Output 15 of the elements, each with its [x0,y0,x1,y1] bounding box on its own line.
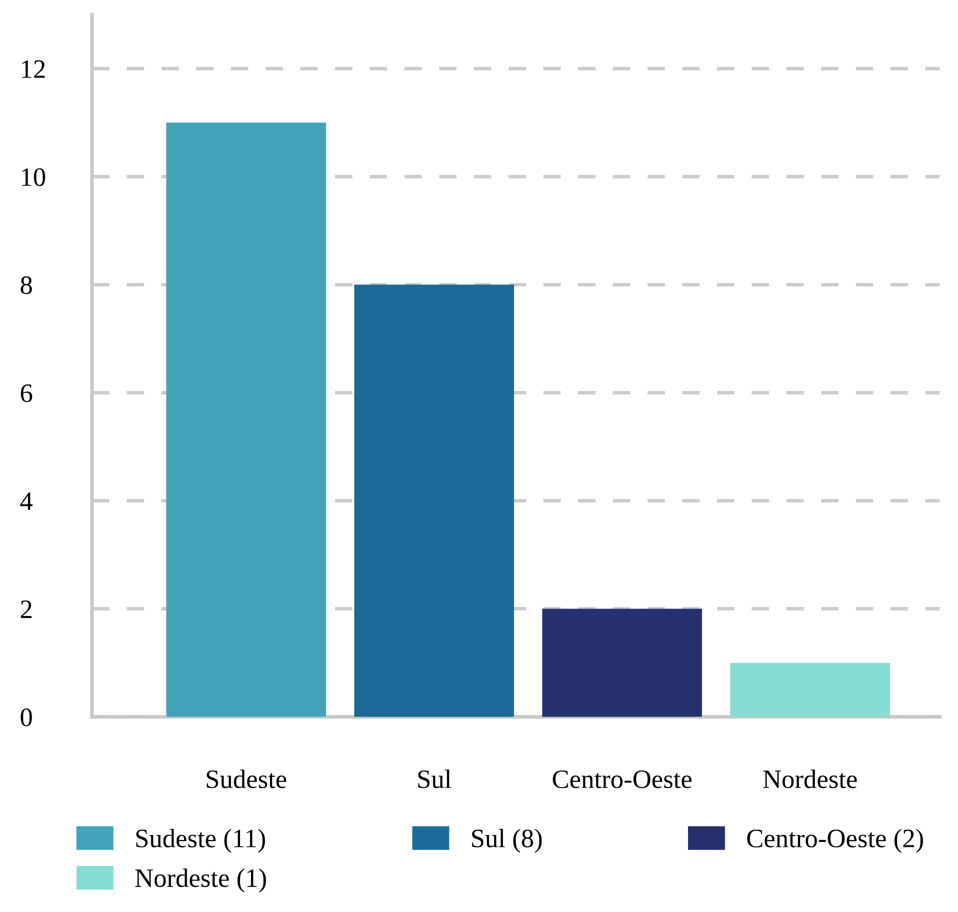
y-tick-label: 12 [22,60,45,78]
x-tick-label: Nordeste [763,770,857,788]
y-tick-label: 8 [20,276,32,294]
legend-label: Centro-Oeste (2) [747,828,923,853]
legend-label: Sul (8) [472,828,542,853]
x-tick-label: Centro-Oeste [552,770,692,788]
x-tick-label: Sul [418,770,452,788]
y-tick-label: 6 [20,384,32,402]
y-tick-label: 10 [22,168,46,186]
y-tick-label: 2 [20,600,32,618]
y-tick-label: 4 [20,492,33,510]
x-tick-label: Sudeste [206,770,286,788]
legend-label: Sudeste (11) [136,828,265,853]
y-tick-label: 0 [20,708,32,726]
legend-label: Nordeste (1) [135,868,266,892]
